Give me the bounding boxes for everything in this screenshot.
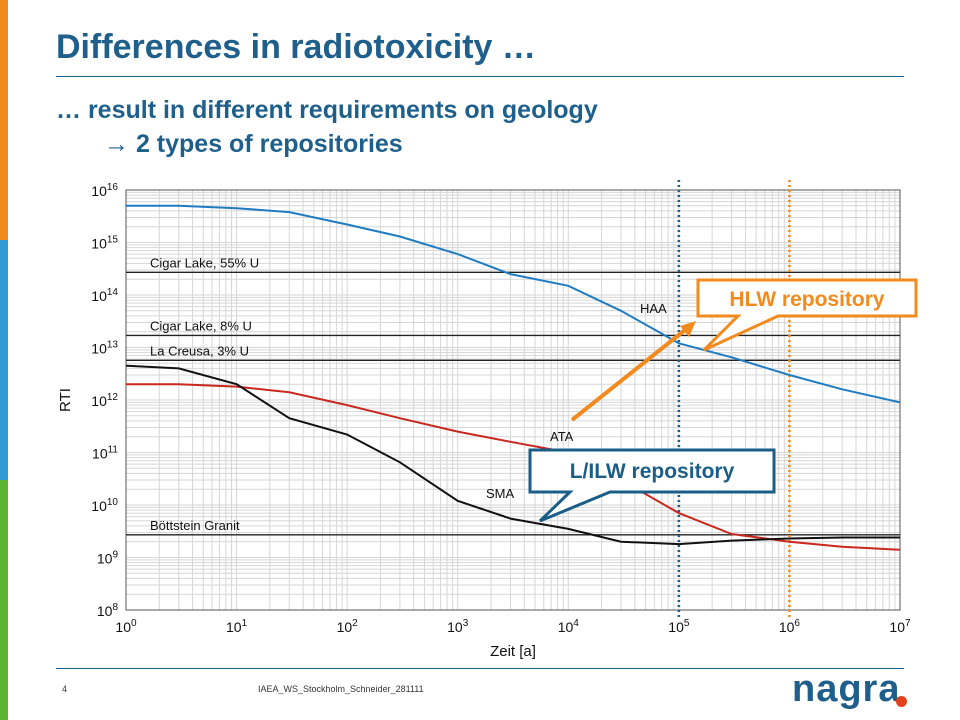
logo-dot: [896, 696, 907, 707]
arrow-icon: →: [104, 130, 129, 158]
x-tick-label: 106: [779, 618, 801, 635]
series-line-sma: [125, 364, 900, 546]
y-tick-label: 1014: [91, 287, 118, 304]
x-tick-label: 100: [115, 618, 137, 635]
hlw-arrow-head: [680, 321, 696, 337]
series-line-haa: [126, 204, 901, 404]
hlw-callout-label: HLW repository: [729, 288, 885, 311]
series-label: SMA: [486, 486, 515, 501]
x-axis-label: Zeit [a]: [490, 643, 536, 660]
side-accent-orange: [0, 0, 8, 240]
x-tick-label: 101: [226, 618, 248, 635]
x-tick-label: 104: [558, 618, 580, 635]
y-tick-label: 1010: [91, 497, 118, 514]
lilw-callout-label: L/ILW repository: [570, 460, 735, 483]
footer-divider: [56, 668, 904, 669]
side-accent-green: [0, 480, 8, 720]
slide-subtitle-line2: → 2 types of repositories: [104, 130, 403, 159]
footer-text: IAEA_WS_Stockholm_Schneider_281111: [258, 684, 424, 694]
y-tick-label: 1012: [91, 392, 118, 409]
lilw-callout-box: [528, 448, 776, 523]
slide-title: Differences in radiotoxicity …: [56, 28, 536, 66]
hlw-pointer-arrow: [570, 324, 692, 422]
plot-frame: [125, 189, 901, 611]
hlw-callout-box: [696, 278, 918, 352]
x-tick-label: 103: [447, 618, 469, 635]
x-tick-label: 102: [337, 618, 359, 635]
slide-subtitle: … result in different requirements on ge…: [56, 96, 598, 124]
title-divider: [56, 76, 904, 77]
y-tick-label: 109: [97, 550, 119, 567]
y-tick-label: 108: [97, 602, 119, 619]
side-accent-blue: [0, 240, 8, 480]
y-tick-label: 1013: [91, 340, 118, 357]
subtitle-line2-text: 2 types of repositories: [135, 130, 403, 158]
page-number: 4: [62, 684, 68, 694]
y-tick-label: 1016: [91, 182, 118, 199]
reference-line-label: Cigar Lake, 55% U: [150, 255, 259, 270]
nagra-logo: nagra: [792, 668, 901, 710]
reference-line-label: La Creusa, 3% U: [150, 343, 249, 358]
x-tick-label: 105: [668, 618, 690, 635]
y-tick-label: 1015: [91, 235, 118, 252]
reference-line-label: Böttstein Granit: [150, 518, 240, 533]
x-tick-label: 107: [889, 618, 911, 635]
series-label: ATA: [550, 429, 574, 444]
series-label: HAA: [640, 301, 667, 316]
reference-line-label: Cigar Lake, 8% U: [150, 318, 252, 333]
y-axis-label: RTI: [57, 388, 74, 412]
y-tick-label: 1011: [92, 445, 118, 462]
